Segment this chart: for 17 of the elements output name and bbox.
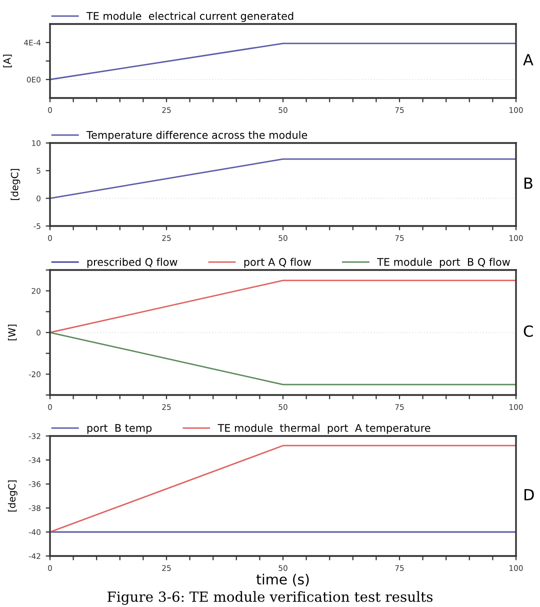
legend-label: Temperature difference across the module [86,130,308,141]
text: B [524,178,532,189]
y-axis-title: [A] [3,54,12,68]
y-axis-title: [degC] [10,168,20,200]
x-axis-title: time (s) [256,574,309,586]
caption: Figure 3-6: TE module verification test results [108,591,433,605]
legend-label: port A Q flow [244,258,312,268]
legend-label: port B temp [87,424,152,434]
text: A [523,54,534,66]
legend-label: TE module electrical current generated [86,12,294,22]
text: C [524,325,533,337]
legend-label: TE module port B Q flow [377,258,510,268]
legend-label: prescribed Q flow [87,258,178,268]
y-axis-title: [degC] [8,480,18,512]
legend-label: TE module thermal port A temperature [218,424,430,434]
text: D [524,489,534,500]
y-axis-title: [W] [8,324,17,340]
